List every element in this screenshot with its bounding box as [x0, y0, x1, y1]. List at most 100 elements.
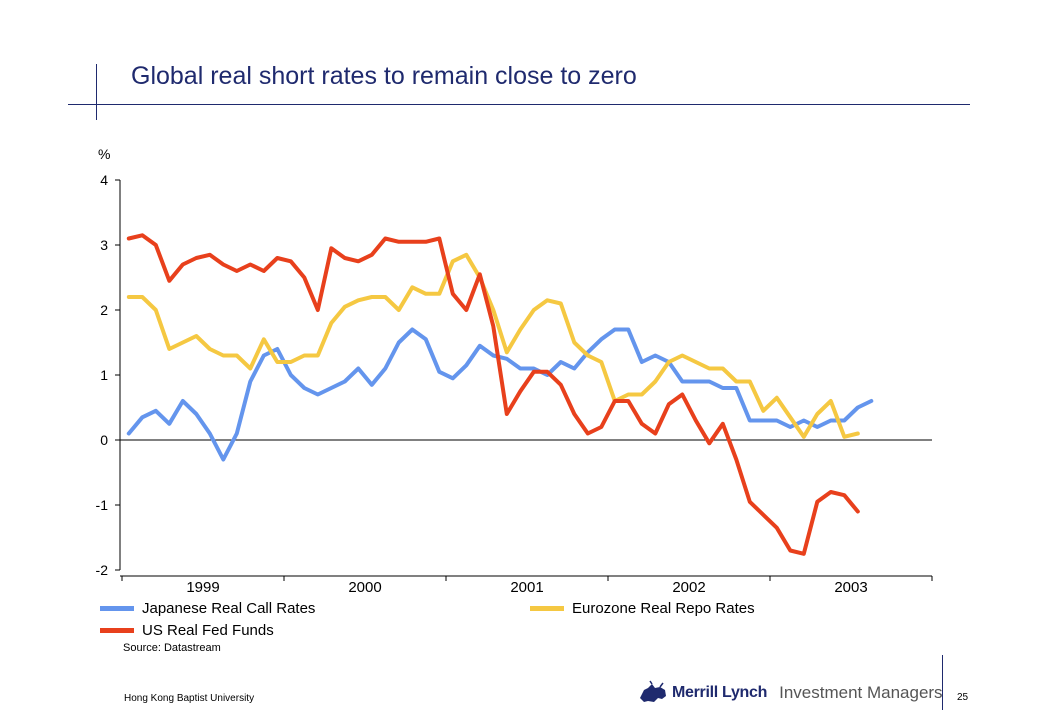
data-point [235, 354, 239, 357]
data-point [410, 240, 414, 244]
data-point [545, 298, 549, 302]
y-tick-label: -2 [96, 562, 109, 578]
data-point [343, 305, 347, 309]
data-point [221, 263, 225, 266]
data-point [748, 380, 752, 383]
data-point [545, 370, 549, 374]
data-point [302, 386, 306, 390]
legend-label-japan: Japanese Real Call Rates [142, 600, 316, 617]
data-point [194, 334, 198, 338]
data-point [302, 276, 306, 279]
data-point [478, 272, 482, 276]
data-point [707, 380, 711, 383]
series-layer [126, 233, 874, 556]
data-point [707, 367, 711, 370]
data-point [275, 360, 279, 364]
data-point [559, 360, 563, 364]
data-point [127, 237, 131, 240]
data-point [761, 419, 765, 422]
series-line-us-real-fed-funds [126, 233, 860, 556]
data-point [464, 363, 468, 367]
data-point [802, 419, 806, 422]
data-point [194, 256, 198, 260]
y-tick-label: 3 [100, 237, 108, 253]
data-point [167, 422, 171, 426]
y-tick-label: 2 [100, 302, 108, 318]
y-axis: 4 3 2 1 0 -1 -2 [96, 172, 121, 578]
data-point [410, 328, 414, 331]
data-point [599, 360, 603, 364]
legend-label-us: US Real Fed Funds [142, 622, 274, 639]
data-point [235, 432, 239, 435]
data-point [559, 383, 563, 387]
data-point [694, 360, 698, 364]
data-point [518, 389, 522, 393]
data-point [572, 412, 576, 416]
data-point [856, 406, 860, 409]
data-point [599, 425, 603, 429]
logo-brand: Merrill Lynch [672, 684, 768, 701]
data-point [518, 367, 522, 370]
data-point [640, 360, 644, 364]
data-point [653, 354, 657, 357]
bull-icon [638, 680, 668, 706]
data-point [586, 432, 590, 435]
page-title: Global real short rates to remain close … [131, 62, 637, 90]
data-point [167, 279, 171, 283]
data-point [721, 422, 725, 426]
data-point [289, 373, 293, 377]
data-point [424, 337, 428, 341]
data-point [181, 263, 185, 266]
data-point [626, 393, 630, 396]
data-point [667, 360, 671, 364]
data-point [316, 393, 320, 396]
data-point [127, 432, 131, 435]
data-point [491, 308, 495, 312]
data-point [815, 500, 819, 504]
data-point [653, 432, 657, 435]
data-point [356, 367, 360, 370]
x-tick-label: 2003 [834, 579, 867, 596]
data-point [397, 240, 401, 244]
x-axis: 1999 2000 2001 2002 2003 [120, 439, 933, 596]
data-point [532, 367, 536, 370]
data-point [127, 295, 131, 299]
data-point [694, 380, 698, 383]
data-point [842, 435, 846, 439]
data-point [734, 380, 738, 383]
data-point [464, 253, 468, 257]
data-point [721, 386, 725, 390]
data-point [869, 399, 873, 403]
data-point [221, 458, 225, 461]
data-point [343, 256, 347, 260]
data-point [559, 302, 563, 305]
data-point [532, 308, 536, 312]
data-point [532, 370, 536, 374]
data-point [181, 399, 185, 403]
data-point [437, 370, 441, 374]
title-divider [68, 104, 970, 105]
data-point [302, 354, 306, 357]
data-point [316, 354, 320, 357]
data-point [815, 425, 819, 429]
series-points-japanese-real-call-rates [127, 328, 873, 461]
data-point [451, 259, 455, 263]
data-point [451, 376, 455, 380]
data-point [451, 292, 455, 296]
data-point [248, 367, 252, 370]
data-point [140, 233, 144, 237]
legend-label-eurozone: Eurozone Real Repo Rates [572, 600, 755, 617]
data-point [167, 347, 171, 351]
data-point [599, 337, 603, 341]
data-point [140, 295, 144, 299]
data-point [154, 243, 158, 247]
data-point [424, 292, 428, 296]
x-tick-label: 2002 [672, 579, 705, 596]
legend-swatch-japan [100, 606, 134, 611]
data-point [734, 458, 738, 461]
data-point [680, 393, 684, 396]
y-tick-label: 4 [100, 172, 108, 188]
data-point [842, 493, 846, 497]
data-point [154, 409, 158, 413]
